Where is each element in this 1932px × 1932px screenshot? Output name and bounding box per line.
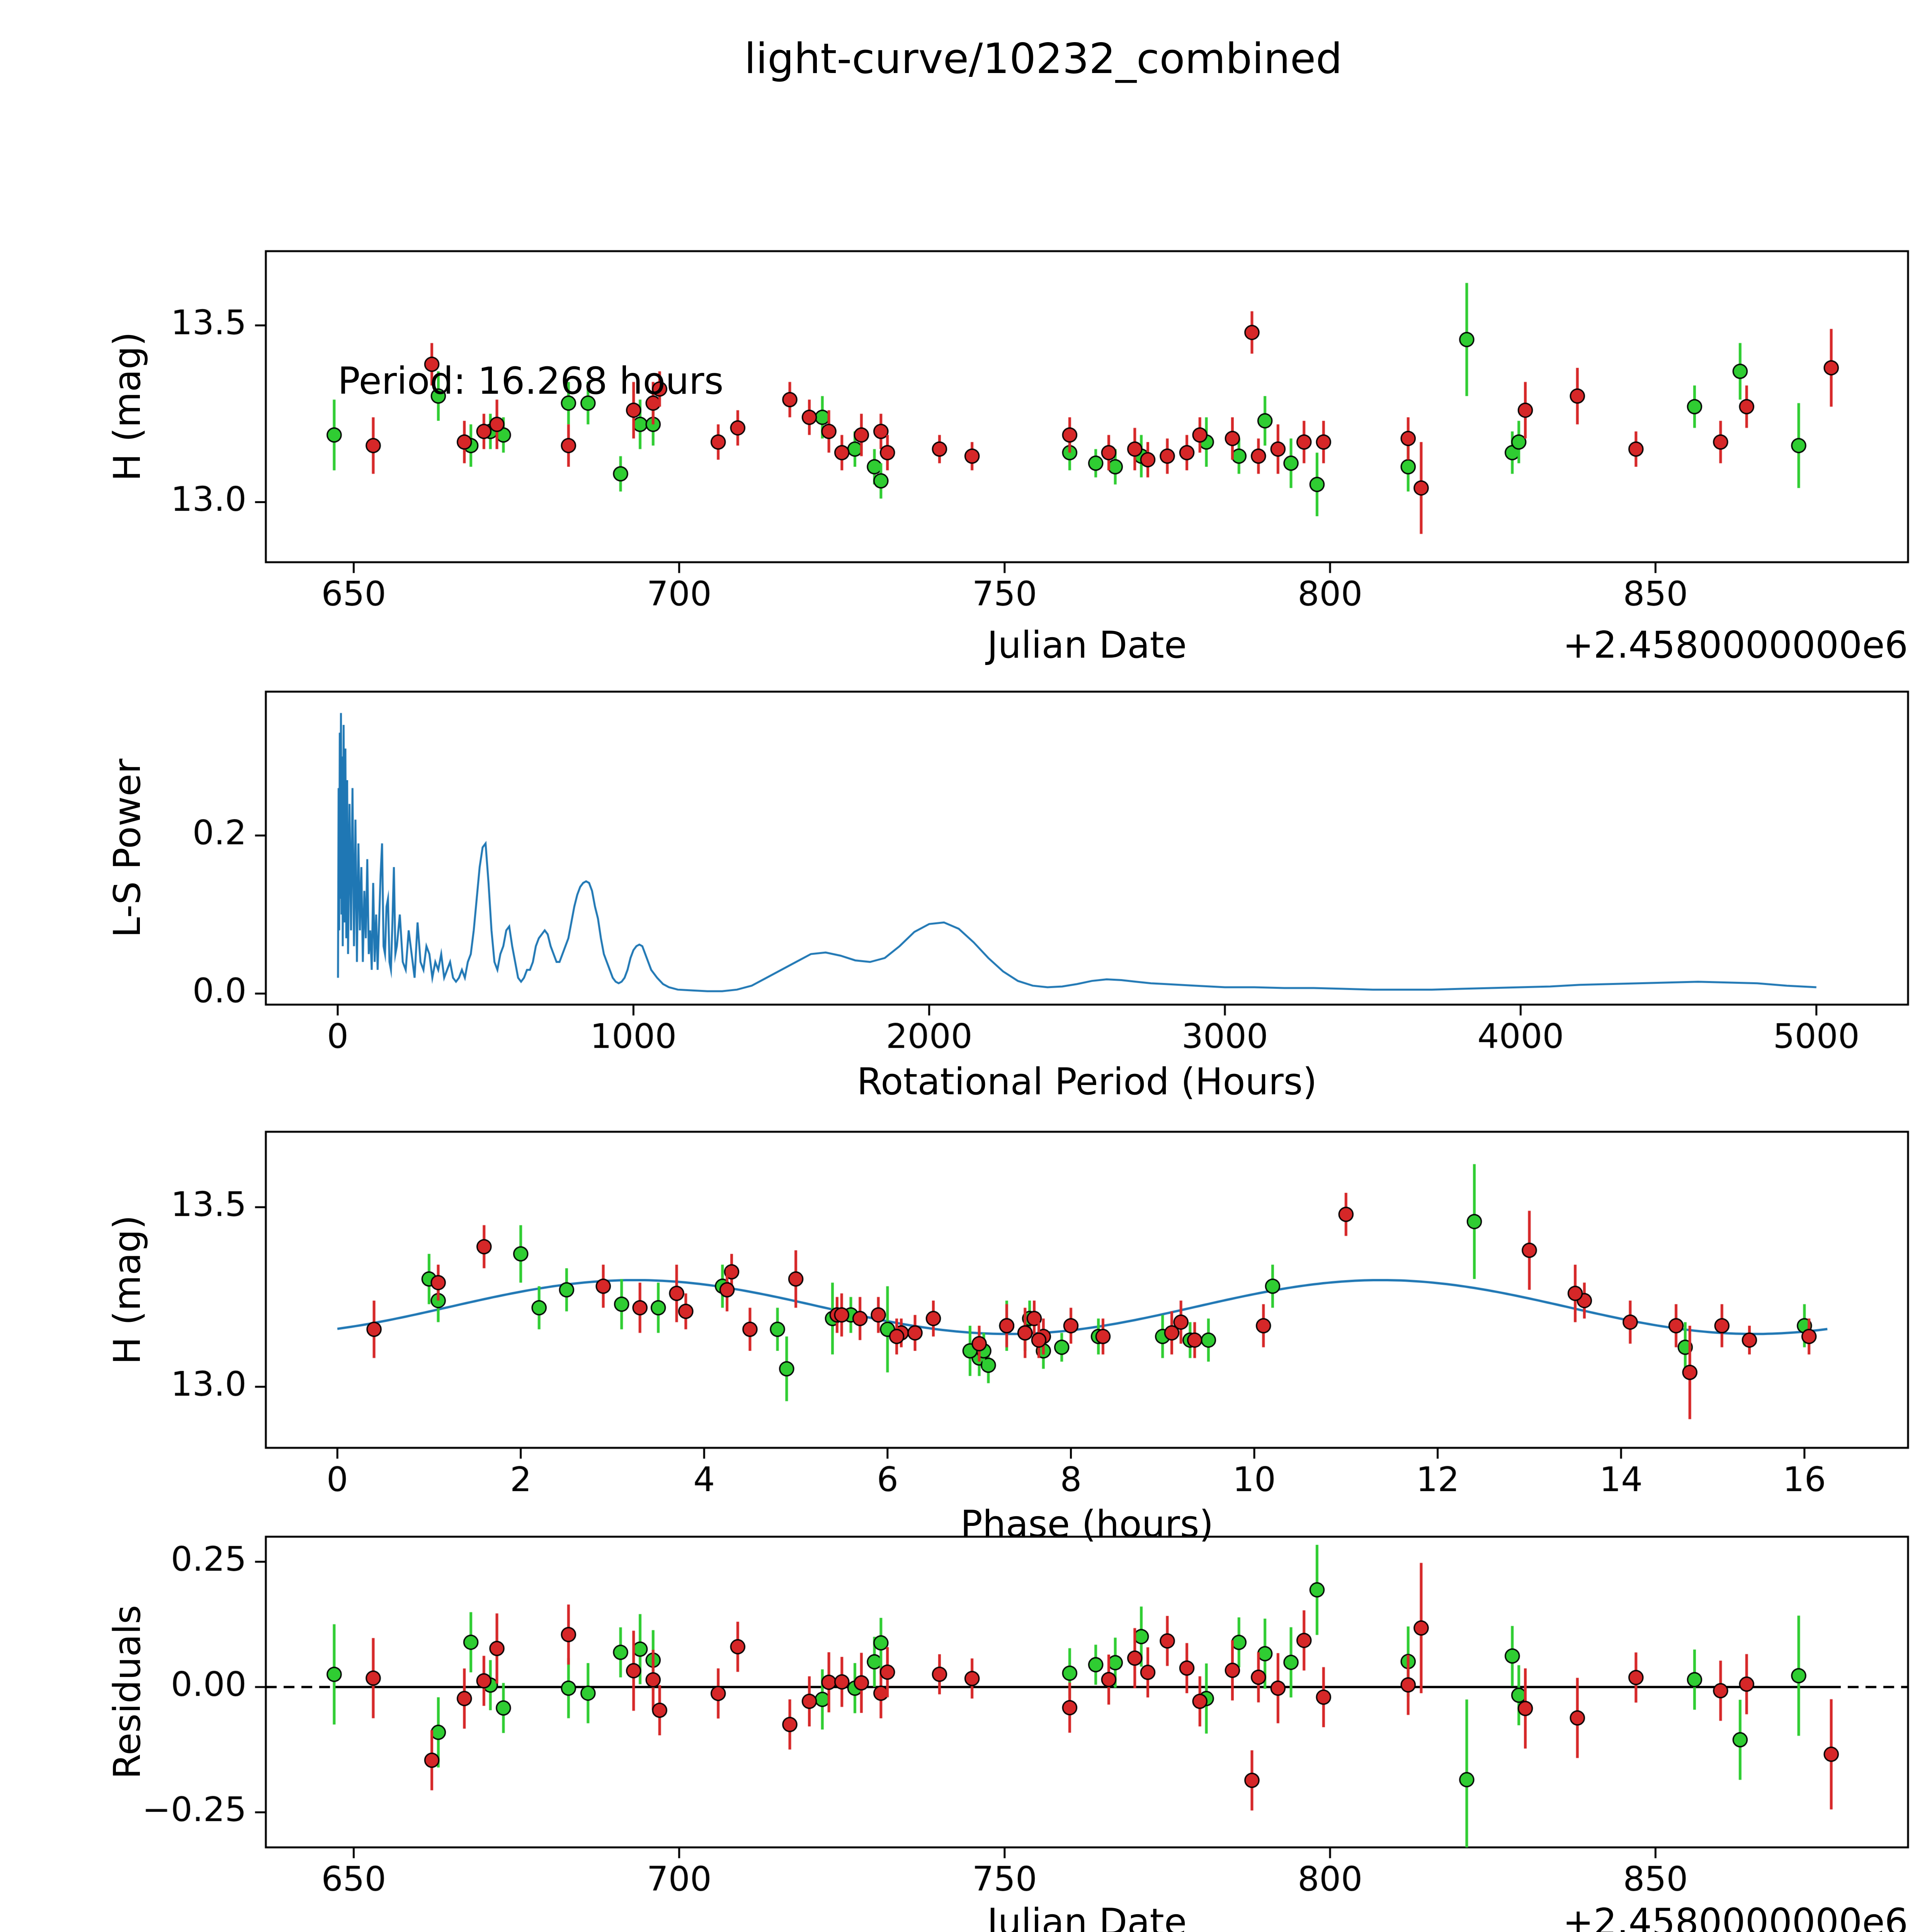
xlabel-rotational-period: Rotational Period (Hours) xyxy=(857,1061,1317,1103)
x-offset-label-bottom: +2.4580000000e6 xyxy=(1563,1901,1908,1932)
figure-title: light-curve/10232_combined xyxy=(744,35,1342,83)
xlabel-phase-hours: Phase (hours) xyxy=(960,1503,1214,1546)
x-offset-label-top: +2.4580000000e6 xyxy=(1563,624,1908,667)
xlabel-julian-date-bottom: Julian Date xyxy=(987,1901,1187,1932)
period-annotation: Period: 16.268 hours xyxy=(338,359,724,403)
ylabel-h-mag-phase: H (mag) xyxy=(106,1215,149,1365)
xlabel-julian-date-top: Julian Date xyxy=(987,624,1187,667)
ylabel-ls-power: L-S Power xyxy=(106,759,149,938)
ylabel-h-mag-top: H (mag) xyxy=(106,332,149,481)
ylabel-residuals: Residuals xyxy=(106,1605,149,1779)
